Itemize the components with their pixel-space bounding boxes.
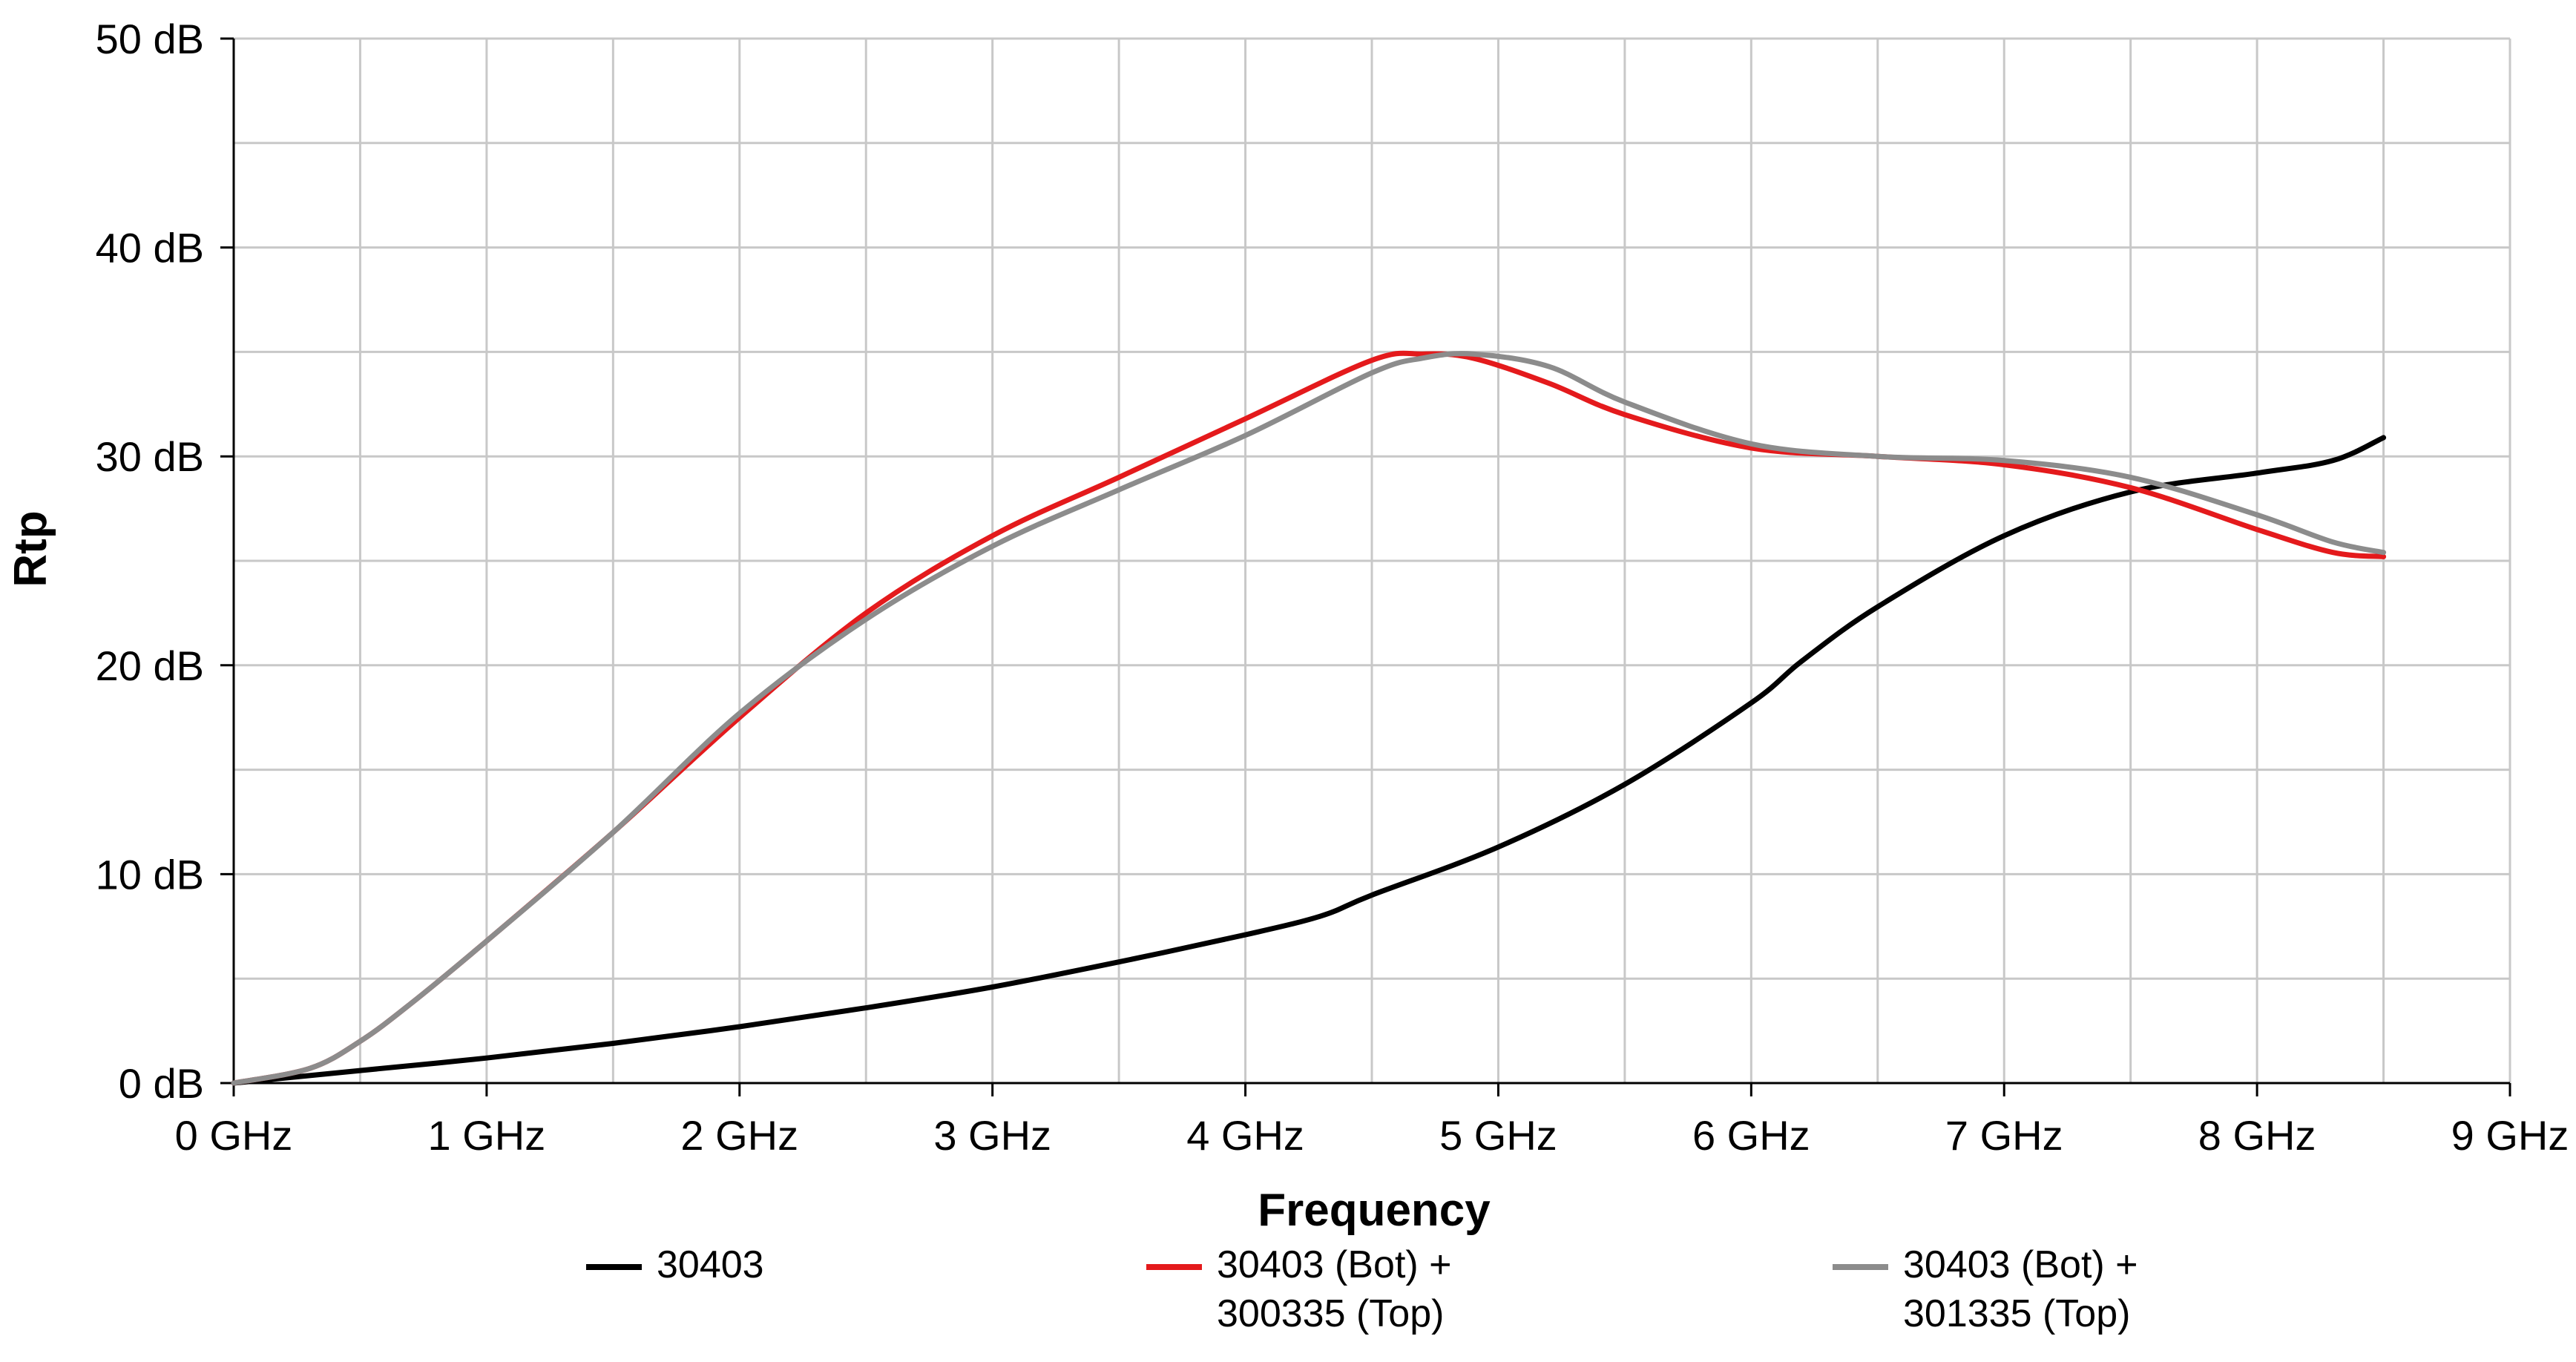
- axes: [220, 37, 2511, 1096]
- y-tick-label: 40 dB: [96, 225, 204, 272]
- x-tick-label: 1 GHz: [428, 1112, 546, 1159]
- x-tick-label: 6 GHz: [1692, 1112, 1810, 1159]
- y-tick-label: 30 dB: [96, 433, 204, 480]
- legend-label-0: 30403: [657, 1243, 764, 1286]
- x-tick-label: 8 GHz: [2198, 1112, 2316, 1159]
- legend: 30403 30403 (Bot) + 300335 (Top) 30403 (Bot…: [586, 1243, 2138, 1335]
- legend-label-1: 30403 (Bot) +: [1217, 1243, 1452, 1286]
- x-tick-label: 5 GHz: [1439, 1112, 1557, 1159]
- x-tick-labels: 0 GHz 1 GHz 2 GHz 3 GHz 4 GHz 5 GHz 6 GHz 7 GHz…: [175, 1112, 2569, 1159]
- y-tick-label: 50 dB: [96, 16, 204, 62]
- x-tick-label: 0 GHz: [175, 1112, 293, 1159]
- y-tick-labels: 0 dB 10 dB 20 dB 30 dB 40 dB 50 dB: [96, 16, 204, 1107]
- x-tick-label: 4 GHz: [1186, 1112, 1304, 1159]
- y-tick-label: 20 dB: [96, 642, 204, 689]
- legend-label-1: 300335 (Top): [1217, 1292, 1444, 1335]
- series-line-1: [231, 350, 2387, 1086]
- x-tick-label: 7 GHz: [1945, 1112, 2063, 1159]
- legend-label-2: 301335 (Top): [1903, 1292, 2130, 1335]
- gridlines: [234, 37, 2511, 1083]
- series-lines: [231, 350, 2387, 1086]
- x-tick-label: 3 GHz: [933, 1112, 1051, 1159]
- x-tick-label: 9 GHz: [2451, 1112, 2569, 1159]
- series-line-0: [231, 435, 2387, 1086]
- y-tick-label: 10 dB: [96, 851, 204, 898]
- legend-label-2: 30403 (Bot) +: [1903, 1243, 2138, 1286]
- y-tick-label: 0 dB: [119, 1060, 204, 1107]
- x-tick-label: 2 GHz: [680, 1112, 798, 1159]
- y-axis-title: Rtp: [5, 510, 56, 587]
- x-axis-title: Frequency: [1258, 1185, 1491, 1236]
- series-line-2: [231, 351, 2387, 1086]
